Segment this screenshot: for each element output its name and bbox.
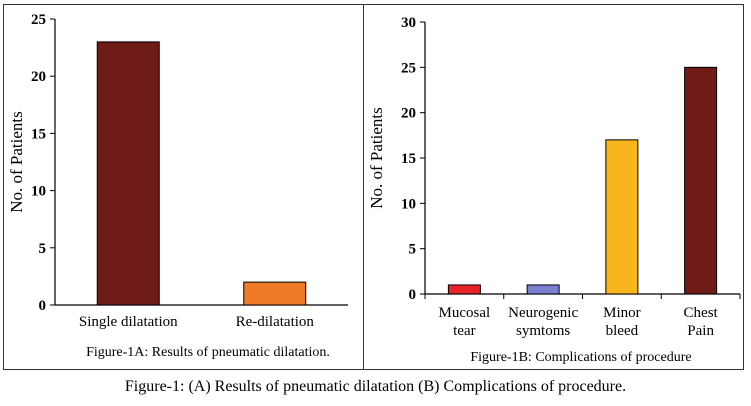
chart-1a-y-tick-label: 20: [31, 69, 46, 85]
chart-1b-y-tick-label: 0: [409, 287, 417, 303]
chart-1b-y-tick-label: 25: [401, 60, 416, 76]
chart-1b-y-tick-label: 20: [401, 106, 416, 122]
chart-1a-y-axis-title: No. of Patients: [7, 111, 26, 213]
chart-1a-bar: [243, 281, 307, 306]
figure-frame: [3, 4, 744, 370]
chart-1a-category-label: Re-dilatation: [236, 314, 315, 330]
chart-1b-category-label: bleed: [606, 323, 639, 339]
chart-1a-category-label: Single dilatation: [79, 314, 178, 330]
chart-1a-y-tick-label: 25: [31, 12, 46, 28]
chart-1a-caption: Figure-1A: Results of pneumatic dilatati…: [86, 345, 330, 360]
chart-1b-bar: [605, 139, 639, 295]
chart-1a-y-tick-label: 10: [31, 184, 46, 200]
chart-1b-category-label: Mucosal: [439, 305, 491, 321]
chart-1a-y-tick-label: 5: [39, 241, 47, 257]
chart-1b-y-tick-label: 5: [409, 242, 417, 258]
chart-1a-bar: [96, 41, 160, 306]
chart-1b-category-label: tear: [453, 323, 475, 339]
chart-1b-y-tick-label: 15: [401, 151, 416, 167]
chart-1b-caption: Figure-1B: Complications of procedure: [470, 350, 691, 365]
chart-1b-y-axis-title: No. of Patients: [367, 107, 386, 209]
chart-1b-category-label: Pain: [687, 323, 714, 339]
chart-1a-y-tick-label: 0: [39, 298, 47, 314]
chart-1b-bar: [447, 284, 481, 295]
chart-1a: 0 5 10 15 20 25 Single dilatation Re-dilatation…: [7, 12, 348, 360]
chart-1b-category-label: Neurogenic: [508, 305, 578, 321]
chart-1b-bar: [526, 284, 560, 295]
chart-1a-y-tick-label: 15: [31, 126, 46, 142]
chart-1b: 0 5 10 15 20 25 30 Mucosal tear Neurogenic symtoms…: [367, 15, 741, 365]
chart-1b-y-tick-label: 10: [401, 196, 416, 212]
chart-1b-category-label: Chest: [684, 305, 719, 321]
chart-1b-bar: [684, 66, 718, 295]
chart-1b-category-label: symtoms: [516, 323, 570, 339]
panel-divider: [363, 4, 364, 370]
chart-1b-y-tick-label: 30: [401, 15, 416, 31]
figure-caption: Figure-1: (A) Results of pneumatic dilat…: [124, 378, 627, 395]
chart-1b-category-label: Minor: [603, 305, 641, 321]
